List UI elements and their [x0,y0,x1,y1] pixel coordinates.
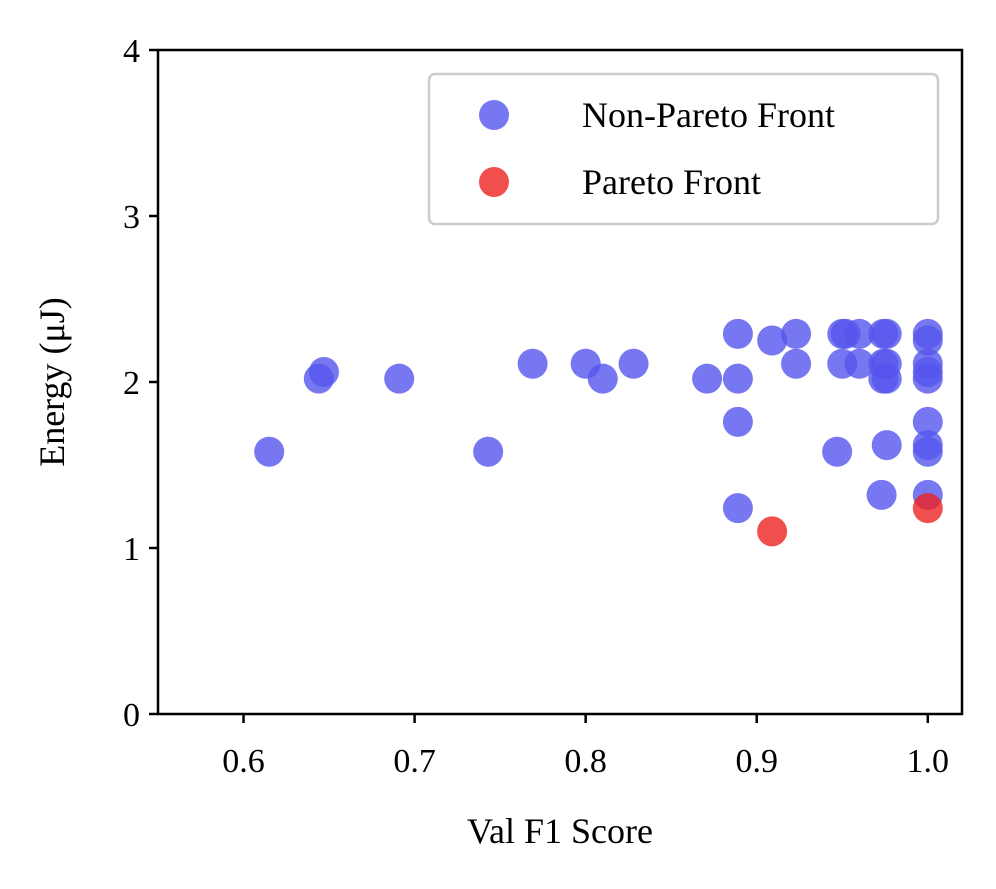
legend-marker-non-pareto [479,100,509,130]
x-axis-ticks: 0.6 0.7 0.8 0.9 1.0 [222,714,949,780]
data-point-non-pareto [822,436,853,467]
data-point-non-pareto [912,325,943,356]
data-point-non-pareto [587,363,618,394]
data-point-non-pareto [912,363,943,394]
data-point-non-pareto [618,348,649,379]
y-tick-label: 1 [123,531,140,568]
legend-label-non-pareto: Non-Pareto Front [582,95,835,135]
data-point-pareto [757,516,788,547]
y-axis-ticks: 0 1 2 3 4 [123,33,158,734]
data-point-non-pareto [722,493,753,524]
legend: Non-Pareto Front Pareto Front [427,72,940,226]
data-point-non-pareto [517,348,548,379]
data-point-non-pareto [308,357,339,388]
data-point-pareto [912,493,943,524]
data-point-non-pareto [692,363,723,394]
legend-marker-pareto [479,167,509,197]
data-point-non-pareto [722,363,753,394]
legend-label-pareto: Pareto Front [582,162,761,202]
data-point-non-pareto [722,318,753,349]
data-point-non-pareto [912,406,943,437]
y-tick-label: 3 [123,199,140,236]
data-point-non-pareto [384,363,415,394]
x-tick-label: 0.7 [393,743,436,780]
x-axis-label: Val F1 Score [467,811,653,851]
x-tick-label: 1.0 [907,743,950,780]
data-point-non-pareto [871,430,902,461]
data-point-non-pareto [844,318,875,349]
y-tick-label: 4 [123,33,140,70]
y-axis-label: Energy (μJ) [32,297,72,467]
x-tick-label: 0.8 [564,743,607,780]
y-tick-label: 2 [123,365,140,402]
y-tick-label: 0 [123,697,140,734]
data-point-non-pareto [871,363,902,394]
x-tick-label: 0.9 [735,743,778,780]
data-point-non-pareto [866,479,897,510]
points-layer [254,318,943,547]
data-point-non-pareto [844,348,875,379]
data-point-non-pareto [781,318,812,349]
data-point-non-pareto [912,436,943,467]
data-point-non-pareto [781,348,812,379]
data-point-non-pareto [254,436,285,467]
x-tick-label: 0.6 [222,743,265,780]
legend-box [427,72,940,226]
data-point-non-pareto [473,436,504,467]
data-point-non-pareto [722,406,753,437]
data-point-non-pareto [871,318,902,349]
data-point-non-pareto [757,325,788,356]
